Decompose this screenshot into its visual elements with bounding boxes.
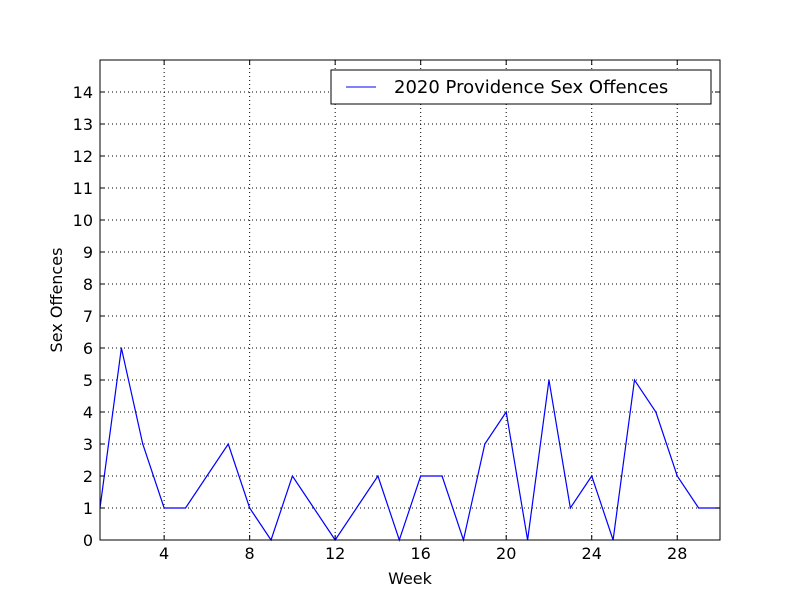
grid bbox=[100, 60, 720, 540]
x-axis-label: Week bbox=[388, 569, 433, 588]
y-tick-label: 2 bbox=[83, 467, 93, 486]
y-tick-label: 6 bbox=[83, 339, 93, 358]
data-point bbox=[484, 443, 486, 445]
x-tick-label: 4 bbox=[159, 544, 169, 563]
x-tick-label: 16 bbox=[411, 544, 431, 563]
y-tick-label: 12 bbox=[73, 147, 93, 166]
series-line-0 bbox=[99, 347, 720, 543]
y-tick-label: 8 bbox=[83, 275, 93, 294]
y-tick-label: 14 bbox=[73, 83, 93, 102]
y-tick-label: 4 bbox=[83, 403, 93, 422]
x-tick-label: 28 bbox=[667, 544, 687, 563]
x-tick-label: 24 bbox=[582, 544, 602, 563]
series-layer bbox=[99, 347, 721, 543]
data-point bbox=[441, 475, 443, 477]
x-tick-label: 8 bbox=[245, 544, 255, 563]
data-point bbox=[313, 507, 315, 509]
y-tick-label: 11 bbox=[73, 179, 93, 198]
data-point bbox=[291, 475, 294, 477]
legend: 2020 Providence Sex Offences bbox=[330, 69, 712, 105]
data-point bbox=[655, 411, 657, 413]
data-point bbox=[377, 475, 379, 477]
y-tick-label: 0 bbox=[83, 531, 93, 550]
y-axis-label: Sex Offences bbox=[47, 248, 66, 353]
y-tick-label: 3 bbox=[83, 435, 93, 454]
y-tick-label: 9 bbox=[83, 243, 93, 262]
legend-box bbox=[330, 69, 712, 105]
data-point bbox=[505, 411, 507, 413]
y-tick-label: 5 bbox=[83, 371, 93, 390]
x-tick-label: 20 bbox=[496, 544, 516, 563]
data-point bbox=[698, 507, 700, 509]
x-tick-label: 12 bbox=[325, 544, 345, 563]
data-point bbox=[420, 475, 422, 477]
data-point bbox=[591, 475, 593, 477]
data-point bbox=[676, 475, 678, 477]
data-point bbox=[227, 443, 229, 445]
data-point bbox=[184, 507, 187, 509]
data-point bbox=[142, 443, 144, 445]
data-point bbox=[355, 507, 358, 509]
data-point bbox=[206, 475, 208, 477]
y-tick-label: 13 bbox=[73, 115, 93, 134]
y-tick-label: 1 bbox=[83, 499, 93, 518]
data-point bbox=[120, 347, 122, 349]
data-point bbox=[569, 507, 571, 509]
data-point bbox=[163, 507, 165, 509]
data-point bbox=[249, 507, 251, 509]
y-tick-label: 10 bbox=[73, 211, 93, 230]
data-point bbox=[633, 379, 636, 381]
plot-frame bbox=[99, 59, 721, 541]
legend-label: 2020 Providence Sex Offences bbox=[394, 77, 668, 98]
data-point bbox=[548, 379, 550, 381]
y-tick-label: 7 bbox=[83, 307, 93, 326]
